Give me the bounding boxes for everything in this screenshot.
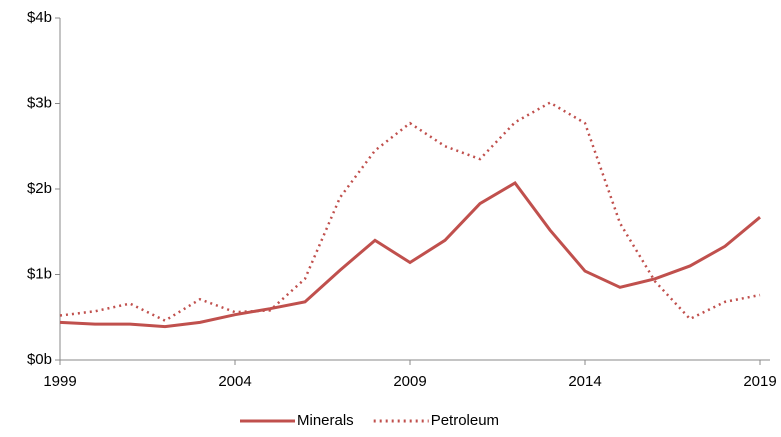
series-line <box>59 101 761 323</box>
y-tick-label: $3b <box>27 94 52 111</box>
x-tick-label: 2009 <box>393 373 426 390</box>
series-line <box>59 181 761 329</box>
x-tick-label: 2014 <box>568 373 601 390</box>
x-tick-label: 2004 <box>218 373 251 390</box>
y-tick-label: $4b <box>27 9 52 26</box>
y-tick-label: $2b <box>27 180 52 197</box>
x-tick-label: 1999 <box>43 373 76 390</box>
y-tick-label: $0b <box>27 351 52 368</box>
legend-label: Petroleum <box>431 412 499 429</box>
y-tick-label: $1b <box>27 265 52 282</box>
legend-label: Minerals <box>297 412 354 429</box>
x-tick-label: 2019 <box>743 373 776 390</box>
